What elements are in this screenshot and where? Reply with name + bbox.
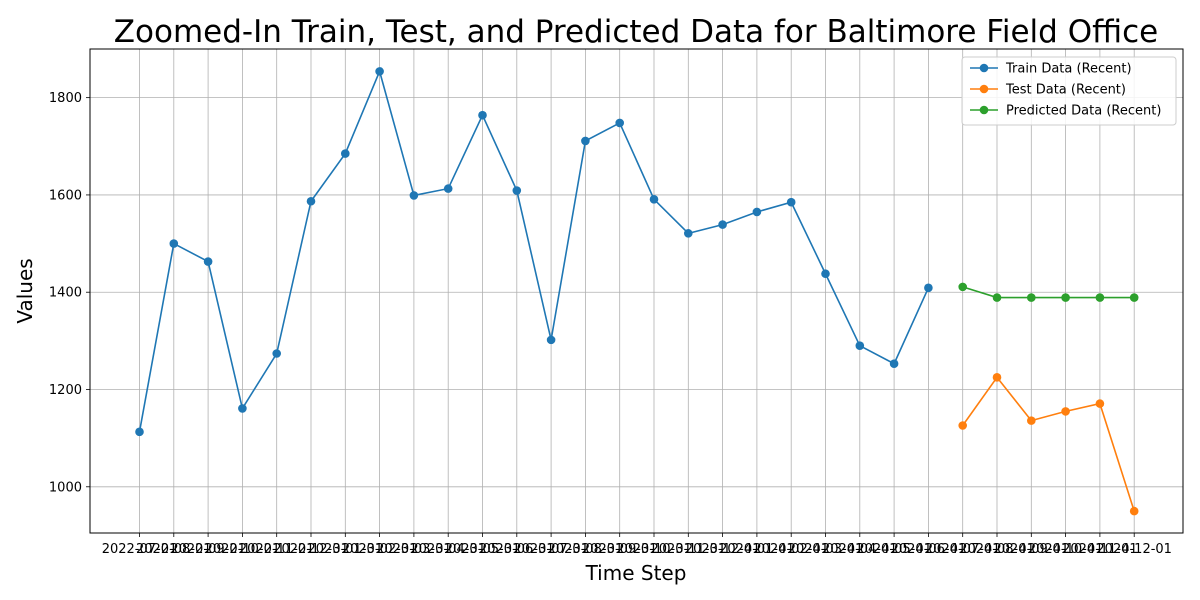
legend-label: Train Data (Recent) bbox=[1005, 62, 1132, 77]
x-tick-label: 2022-10-01 bbox=[205, 542, 281, 557]
x-tick-label: 2023-10-01 bbox=[616, 542, 692, 557]
data-point bbox=[443, 184, 453, 193]
data-point bbox=[889, 359, 899, 369]
x-tick-label: 2022-08-01 bbox=[136, 542, 212, 557]
data-point bbox=[1061, 407, 1070, 416]
legend: Train Data (Recent) Test Data (Recent) Pre… bbox=[961, 56, 1177, 126]
data-point bbox=[1095, 293, 1105, 302]
series-2 bbox=[958, 373, 1139, 516]
x-tick-label: 2024-02-01 bbox=[753, 542, 829, 557]
data-point bbox=[409, 191, 419, 200]
x-tick-label: 2023-07-01 bbox=[513, 542, 589, 557]
legend-box bbox=[961, 56, 1177, 126]
chart-title: Zoomed-In Train, Test, and Predicted Dat… bbox=[114, 14, 1158, 50]
data-point bbox=[341, 149, 350, 158]
data-point bbox=[786, 197, 796, 207]
x-tick-label: 2024-10-01 bbox=[1028, 542, 1104, 557]
data-point bbox=[1061, 293, 1070, 302]
data-point bbox=[992, 373, 1002, 382]
series-line bbox=[962, 286, 1135, 299]
data-point bbox=[649, 195, 659, 204]
plot-area bbox=[89, 48, 1184, 534]
data-point bbox=[992, 293, 1002, 302]
y-tick-label: 1400 bbox=[49, 286, 82, 301]
x-tick-label: 2024-05-01 bbox=[856, 542, 932, 557]
data-point bbox=[306, 196, 316, 206]
x-tick-label: 2022-09-01 bbox=[170, 542, 246, 557]
data-point bbox=[581, 136, 590, 146]
data-point bbox=[684, 229, 693, 238]
x-tick-label: 2023-04-01 bbox=[410, 542, 486, 557]
data-point bbox=[821, 269, 830, 279]
x-tick-label: 2023-11-01 bbox=[651, 542, 727, 557]
x-tick-label: 2024-07-01 bbox=[925, 542, 1001, 557]
legend-item: Predicted Data (Recent) bbox=[970, 104, 1161, 119]
x-tick-label: 2023-03-01 bbox=[376, 542, 452, 557]
series-line bbox=[138, 68, 930, 432]
series-group bbox=[135, 67, 1139, 516]
data-point bbox=[1095, 399, 1105, 408]
data-point bbox=[238, 404, 247, 413]
x-tick-label: 2024-04-01 bbox=[822, 542, 898, 557]
x-tick-label: 2024-09-01 bbox=[994, 542, 1070, 557]
x-tick-label: 2023-06-01 bbox=[479, 542, 555, 557]
x-tick-label: 2022-11-01 bbox=[239, 542, 315, 557]
y-tick-label: 1000 bbox=[49, 480, 82, 495]
y-tick-label: 1200 bbox=[49, 383, 82, 398]
legend-marker bbox=[979, 84, 989, 94]
x-tick-label: 2024-06-01 bbox=[891, 542, 967, 557]
y-axis: 1000 1200 1400 1600 1800 bbox=[49, 91, 90, 495]
x-tick-label: 2023-05-01 bbox=[445, 542, 521, 557]
series-1 bbox=[135, 67, 933, 437]
x-tick-label: 2023-09-01 bbox=[582, 542, 658, 557]
x-tick-label: 2024-11-01 bbox=[1062, 542, 1138, 557]
legend-marker bbox=[979, 63, 989, 73]
y-tick-label: 1800 bbox=[49, 91, 82, 106]
data-point bbox=[169, 239, 179, 248]
data-point bbox=[203, 257, 213, 266]
x-tick-label: 2024-08-01 bbox=[959, 542, 1035, 557]
x-tick-label: 2024-12-01 bbox=[1096, 542, 1172, 557]
x-tick-label: 2024-01-01 bbox=[719, 542, 795, 557]
data-point bbox=[512, 186, 522, 195]
legend-label: Predicted Data (Recent) bbox=[1006, 104, 1161, 119]
legend-marker bbox=[979, 105, 989, 115]
data-point bbox=[752, 207, 762, 217]
data-point bbox=[1129, 293, 1139, 302]
x-tick-label: 2024-03-01 bbox=[788, 542, 864, 557]
data-point bbox=[272, 349, 282, 358]
data-point bbox=[1129, 506, 1139, 516]
data-point bbox=[958, 282, 967, 292]
x-axis-label: Time Step bbox=[585, 561, 687, 585]
data-point bbox=[478, 110, 487, 120]
data-point bbox=[924, 283, 933, 293]
x-tick-label: 2023-01-01 bbox=[308, 542, 384, 557]
legend-item: Train Data (Recent) bbox=[970, 62, 1132, 77]
x-tick-label: 2023-02-01 bbox=[342, 542, 418, 557]
data-point bbox=[135, 427, 144, 437]
series-line bbox=[962, 376, 1135, 512]
y-tick-label: 1600 bbox=[49, 188, 82, 203]
x-tick-label: 2022-12-01 bbox=[273, 542, 349, 557]
data-point bbox=[546, 335, 556, 345]
x-axis: 2022-07-012022-08-012022-09-012022-10-01… bbox=[102, 533, 1172, 557]
x-tick-label: 2022-07-01 bbox=[102, 542, 178, 557]
x-tick-label: 2023-12-01 bbox=[685, 542, 761, 557]
data-point bbox=[855, 341, 865, 351]
data-point bbox=[1027, 416, 1036, 425]
data-point bbox=[615, 118, 624, 128]
legend-label: Test Data (Recent) bbox=[1005, 83, 1126, 98]
data-point bbox=[718, 220, 727, 229]
data-point bbox=[958, 421, 967, 430]
data-point bbox=[375, 67, 384, 76]
legend-item: Test Data (Recent) bbox=[970, 83, 1126, 98]
series-3 bbox=[958, 282, 1139, 302]
data-point bbox=[1027, 293, 1036, 302]
y-axis-label: Values bbox=[13, 258, 37, 323]
x-tick-label: 2023-08-01 bbox=[548, 542, 624, 557]
